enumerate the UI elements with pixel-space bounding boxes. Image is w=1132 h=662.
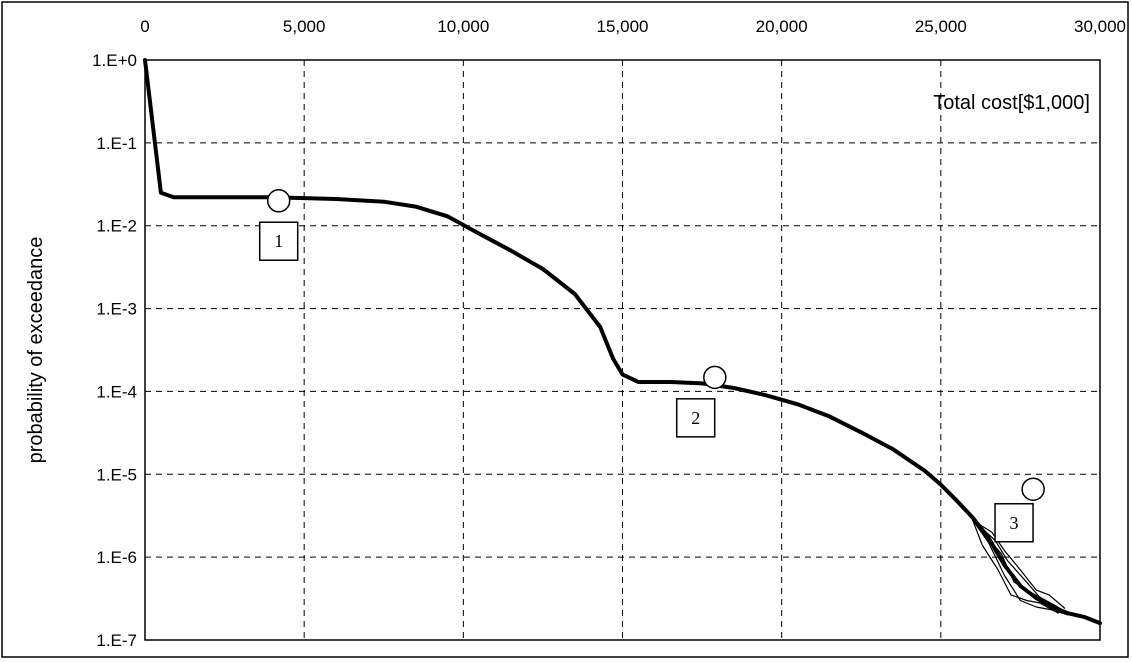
x-axis-title: Total cost[$1,000] (933, 92, 1090, 114)
annotation-box (258, 221, 299, 261)
x-tick-label: 0 (140, 17, 149, 36)
overlay-curve (972, 519, 1066, 609)
plot-area (144, 59, 1101, 641)
annotation-circle (703, 365, 727, 390)
annotations: 1 2 3 (258, 189, 1045, 543)
annotation-circle (1021, 477, 1045, 501)
annotation-box (675, 398, 716, 438)
x-tick-label: 20,000 (756, 17, 808, 36)
series-line (143, 58, 1102, 626)
y-tick-label: 1.E-4 (96, 382, 137, 401)
overlay-curve (972, 519, 1059, 614)
annotation-label: 1 (274, 231, 283, 251)
x-tick-label: 25,000 (915, 17, 967, 36)
y-tick-label: 1.E-7 (96, 631, 137, 650)
y-tick-label: 1.E-3 (96, 300, 137, 319)
y-tick-label: 1.E-2 (96, 217, 137, 236)
y-tick-label: 1.E-1 (96, 134, 137, 153)
grid-lines (145, 60, 1100, 640)
y-axis-title: probability of exceedance (25, 237, 47, 464)
y-tick-label: 1.E+0 (92, 51, 137, 70)
x-tick-label: 10,000 (437, 17, 489, 36)
annotation-circle (266, 189, 291, 213)
annotation-box (994, 503, 1034, 543)
annotation-label: 3 (1010, 513, 1019, 533)
series-lines (143, 58, 1102, 626)
tick-labels: 0 5,000 10,000 15,000 20,000 25,000 30,000 1.E+… (92, 17, 1126, 650)
x-tick-label: 30,000 (1074, 17, 1126, 36)
x-tick-label: 15,000 (597, 17, 649, 36)
y-tick-label: 1.E-6 (96, 548, 137, 567)
annotation-label: 2 (691, 408, 700, 428)
y-tick-label: 1.E-5 (96, 465, 137, 484)
x-tick-label: 5,000 (283, 17, 326, 36)
